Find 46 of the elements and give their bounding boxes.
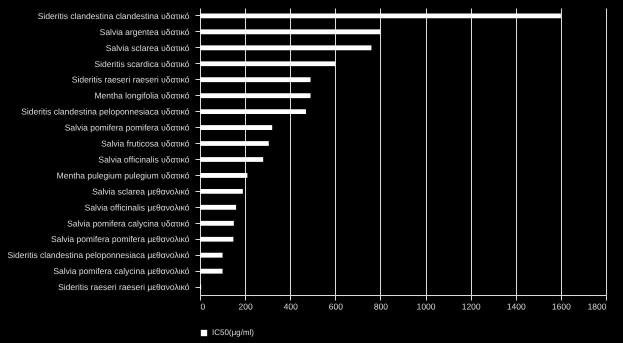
y-tick-label: Sideritis clandestina peloponnesiaca μεθανολικό: [7, 250, 190, 260]
y-tick-label: Salvia fruticosa υδατικό: [101, 138, 190, 149]
y-tick-label: Sideritis raeseri raeseri υδατικό: [72, 74, 190, 85]
y-tick-label: Mentha pulegium pulegium υδατικό: [56, 170, 190, 180]
x-tick-label: 1800: [588, 302, 607, 312]
y-tick-label: Salvia officinalis υδατικό: [98, 154, 190, 164]
x-tick-label: 200: [238, 302, 253, 312]
y-tick-label: Salvia pomifera calycina υδατικό: [67, 218, 190, 228]
bar: [200, 93, 311, 98]
bar: [200, 125, 272, 130]
x-tick-label: 600: [328, 302, 344, 312]
y-tick-label: Sideritis clandestina clandestina υδατικό: [38, 10, 190, 21]
x-tick-label: 800: [374, 302, 388, 312]
bar: [200, 29, 380, 34]
bar: [200, 173, 248, 178]
bar: [200, 157, 264, 162]
bar: [200, 188, 243, 194]
y-tick-label: Salvia officinalis μεθανολικό: [84, 202, 190, 212]
x-tick-label: 1200: [462, 302, 481, 312]
y-tick-label: Salvia pomifera calycina μεθανολικό: [53, 266, 190, 276]
x-tick-label: 1600: [552, 302, 572, 312]
y-tick-label: Sideritis raeseri raeseri μεθανολικό: [58, 282, 190, 292]
x-tick-label: 1400: [506, 302, 526, 312]
y-tick-label: Sideritis scardica υδατικό: [94, 58, 190, 69]
bar: [200, 13, 561, 18]
x-tick-label: 400: [284, 302, 298, 312]
y-tick-label: Sideritis clandestina peloponnesiaca υδατικό: [21, 106, 190, 117]
y-tick-label: Salvia pomifera pomifera μεθανολικό: [50, 234, 190, 244]
y-tick-label: Salvia sclarea μεθανολικό: [92, 186, 190, 196]
y-tick-label: Salvia pomifera pomifera υδατικό: [64, 122, 190, 133]
bar: [200, 236, 234, 242]
legend-label: IC50(μg/ml): [212, 328, 254, 337]
y-tick-label: Mentha longifolia υδατικό: [94, 90, 190, 101]
y-tick-label: Salvia argentea υδατικό: [100, 26, 190, 37]
bar: [200, 204, 236, 210]
bar: [200, 61, 336, 66]
x-tick-label: 1000: [416, 302, 436, 312]
bar: [200, 220, 234, 226]
x-tick-label: 0: [200, 302, 206, 312]
bar: [200, 268, 223, 274]
bar: [200, 141, 269, 146]
bar: [200, 252, 223, 258]
bar: [200, 45, 372, 50]
bar: [200, 109, 306, 114]
y-tick-label: Salvia sclarea υδατικό: [106, 42, 190, 53]
bar: [200, 77, 311, 82]
